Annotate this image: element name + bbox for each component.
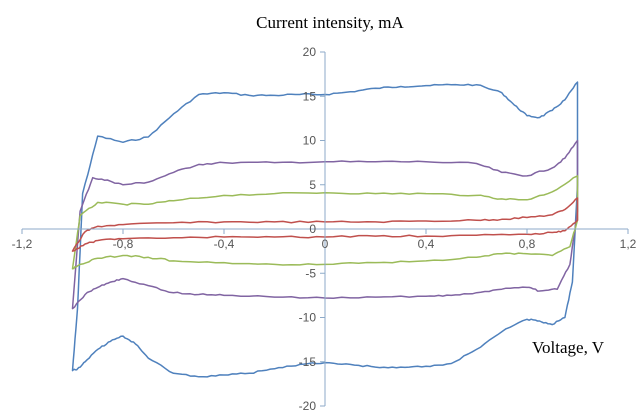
x-axis-title: Voltage, V [532,338,605,357]
series-line-purple [71,139,579,310]
y-tick-label: -15 [299,355,317,369]
y-tick-label: 20 [303,45,317,59]
x-tick-label: 1,2 [620,237,637,251]
x-tick-label: 0 [322,237,329,251]
tick-label-layer: -1,2 -0,8 -0,4 0 0,4 0,8 1,2 20 15 10 5 0 -5 -10 -15 -2… [12,45,637,413]
series-layer [71,81,579,378]
y-tick-label: 0 [309,222,316,236]
y-tick-label: 10 [303,134,317,148]
y-tick-label: 5 [309,178,316,192]
y-axis-title: Current intensity, mA [256,13,404,32]
y-tick-label: -10 [299,311,317,325]
x-tick-label: 0,8 [519,237,536,251]
axis-layer [21,51,629,407]
x-tick-label: -0,8 [113,237,134,251]
series-line-red [71,197,579,252]
x-tick-label: 0,4 [418,237,435,251]
x-tick-label: -1,2 [12,237,33,251]
y-tick-label: -20 [299,399,317,413]
y-tick-label: -5 [305,266,316,280]
x-tick-label: -0,4 [214,237,235,251]
y-tick-label: 15 [303,89,317,103]
